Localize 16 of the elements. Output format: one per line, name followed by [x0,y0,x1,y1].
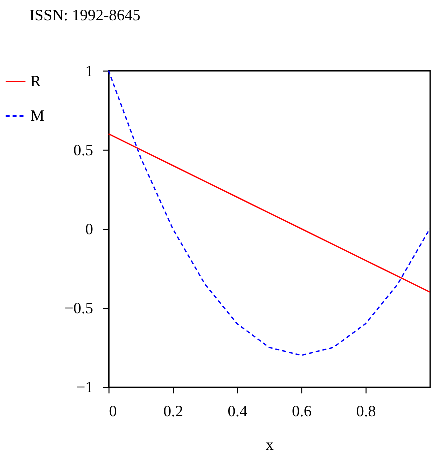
x-tick-label: 0.6 [292,403,312,420]
legend-label: M [30,108,45,126]
line-series [108,133,431,293]
y-tick-label: 1 [86,63,94,80]
y-tick-label: 0.5 [74,142,94,160]
y-tick-label: −1 [76,380,94,397]
x-tick-label: 0 [109,403,118,420]
x-tick-label: 0.2 [164,403,184,420]
text: ISSN: 1992-8645 [30,7,141,24]
x-axis-title: x [266,436,274,454]
x-tick-label: 0.8 [356,403,376,420]
y-tick-label: 0 [86,221,94,238]
legend-label: R [30,74,42,91]
y-tick-label: −0.5 [64,300,94,318]
line-series [108,70,431,356]
x-tick-label: 0.4 [228,403,248,420]
